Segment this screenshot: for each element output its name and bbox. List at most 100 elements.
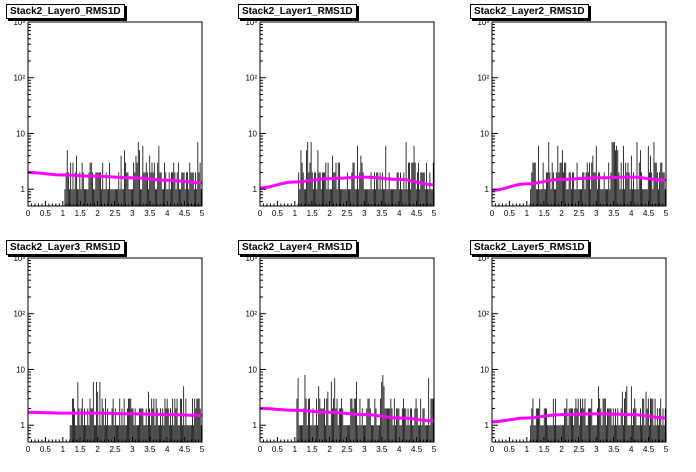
x-tick-label: 4.5	[411, 209, 423, 218]
histogram-bar	[612, 408, 614, 442]
x-tick-label: 2.5	[109, 445, 121, 454]
histogram-bar	[354, 398, 356, 442]
histogram-bar	[316, 189, 318, 206]
histogram-bar	[174, 172, 176, 206]
y-tick-label: 1	[21, 421, 26, 430]
histogram-bar	[64, 189, 66, 206]
histogram-bar	[121, 189, 123, 206]
histogram-bar	[647, 145, 649, 206]
histogram-bar	[569, 172, 571, 206]
histogram-bar	[544, 408, 546, 442]
histogram-bar	[404, 189, 406, 206]
histogram-bar	[305, 189, 306, 206]
histogram-bar	[539, 189, 541, 206]
histogram-bar	[594, 172, 596, 206]
x-tick-label: 2	[95, 445, 100, 454]
histogram-bar	[343, 189, 345, 206]
histogram-bar	[127, 408, 128, 442]
histogram-bar	[570, 408, 572, 442]
histogram-bar	[394, 189, 396, 206]
histogram-bar	[320, 189, 322, 206]
pad-layer5: Stack2_Layer5_RMS1D 0 0.5 1 1.5 2 2.5 3 3.5 4 4.5…	[464, 236, 696, 472]
histogram-bar	[400, 425, 402, 442]
histogram-bar	[155, 189, 156, 206]
histogram-bar	[69, 425, 71, 442]
histogram-bar	[387, 408, 388, 442]
histogram-bar	[634, 189, 636, 206]
histogram-bar	[97, 172, 99, 206]
histogram-bar	[361, 408, 363, 442]
histogram-bar	[587, 408, 589, 442]
histogram-bar	[105, 398, 106, 442]
histogram-bar	[637, 425, 639, 442]
histogram-bar	[580, 189, 581, 206]
x-tick-label: 5	[664, 209, 669, 218]
histogram-bar	[358, 425, 360, 442]
histogram-bar	[298, 172, 300, 206]
histogram-bar	[77, 189, 78, 206]
histogram-bar	[660, 162, 662, 206]
histogram-bar	[96, 172, 98, 206]
histogram-bar	[128, 398, 129, 442]
histogram-bar	[663, 425, 665, 442]
x-tick-label: 1	[525, 209, 530, 218]
histogram-bar	[660, 398, 662, 442]
histogram-bar	[160, 172, 162, 206]
histogram-bar	[148, 189, 149, 206]
histogram-bar	[549, 425, 551, 442]
y-tick-label: 10	[480, 365, 489, 374]
x-tick-label: 0.5	[272, 209, 284, 218]
histogram-bar	[192, 398, 193, 442]
histogram-bar	[569, 408, 571, 442]
histogram-bar	[611, 425, 613, 442]
histogram-bar	[305, 398, 307, 442]
histogram-bar	[385, 408, 387, 442]
histogram-bar	[407, 162, 409, 206]
histogram-bar	[415, 189, 417, 206]
histogram-bar	[554, 425, 555, 442]
histogram-bar	[619, 425, 621, 442]
histogram-bar	[604, 189, 606, 206]
x-tick-label: 2.5	[109, 209, 121, 218]
y-tick-label: 1	[485, 421, 490, 430]
histogram-bar	[319, 172, 321, 206]
x-tick-label: 2	[327, 209, 332, 218]
histogram-bar	[557, 145, 559, 206]
x-tick-label: 2.5	[573, 209, 585, 218]
histogram-bar	[580, 398, 581, 442]
histogram-bar	[311, 425, 313, 442]
histogram-bar	[298, 425, 300, 442]
histogram-bar	[100, 172, 101, 206]
histogram-bar	[593, 425, 595, 442]
histogram-bar	[121, 408, 123, 442]
histogram-bar	[353, 398, 355, 442]
histogram-bar	[376, 425, 378, 442]
histogram-bar	[174, 398, 176, 442]
histogram-bar	[376, 172, 378, 206]
histogram-bar	[352, 408, 354, 442]
y-tick-label: 10²	[477, 74, 489, 83]
y-tick-label: 1	[21, 185, 26, 194]
histogram-bar	[167, 408, 169, 442]
histogram-bar	[70, 162, 72, 206]
histogram-bar	[585, 425, 587, 442]
histogram-bar	[606, 425, 607, 442]
pad-title: Stack2_Layer2_RMS1D	[470, 4, 589, 19]
histogram-bar	[381, 172, 383, 206]
histogram-bar	[198, 398, 200, 442]
histogram-bar	[118, 425, 120, 442]
histogram-bar	[126, 172, 128, 206]
histogram-bar	[163, 189, 164, 206]
histogram-bar	[360, 425, 362, 442]
histogram-bar	[616, 425, 618, 442]
histogram-bar	[100, 425, 102, 442]
histogram-bar	[368, 398, 370, 442]
histogram-bar	[346, 425, 348, 442]
histogram-bar	[344, 425, 346, 442]
histogram-bar	[617, 408, 619, 442]
x-tick-label: 3.5	[608, 445, 620, 454]
histogram-bar	[595, 145, 597, 206]
histogram-bar	[599, 172, 601, 206]
histogram-bar	[196, 398, 198, 442]
histogram-bar	[542, 162, 544, 206]
